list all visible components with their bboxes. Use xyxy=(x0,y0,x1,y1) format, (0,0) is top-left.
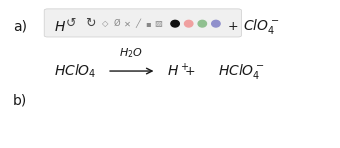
Text: $HClO_4$: $HClO_4$ xyxy=(54,62,97,80)
Text: ↺: ↺ xyxy=(66,17,76,30)
Ellipse shape xyxy=(212,20,220,27)
Text: $ClO_4^-$: $ClO_4^-$ xyxy=(243,17,279,36)
Text: $H_2O$: $H_2O$ xyxy=(119,46,143,60)
Text: +: + xyxy=(185,65,196,78)
Text: ↻: ↻ xyxy=(85,17,95,30)
Text: +: + xyxy=(227,20,238,33)
Text: $HClO_4^-$: $HClO_4^-$ xyxy=(218,62,265,81)
Text: ▨: ▨ xyxy=(154,19,162,28)
Text: ✕: ✕ xyxy=(124,19,131,28)
Ellipse shape xyxy=(198,20,206,27)
Text: ▪: ▪ xyxy=(145,19,151,28)
Text: a): a) xyxy=(13,20,27,34)
Text: ╱: ╱ xyxy=(135,19,140,28)
Text: $H^+$: $H^+$ xyxy=(167,62,189,80)
Ellipse shape xyxy=(185,20,193,27)
Text: b): b) xyxy=(13,94,27,108)
Ellipse shape xyxy=(171,20,179,27)
Text: ◇: ◇ xyxy=(102,19,109,28)
Text: Ø: Ø xyxy=(114,19,121,28)
Text: H: H xyxy=(54,20,65,34)
FancyBboxPatch shape xyxy=(44,9,241,37)
